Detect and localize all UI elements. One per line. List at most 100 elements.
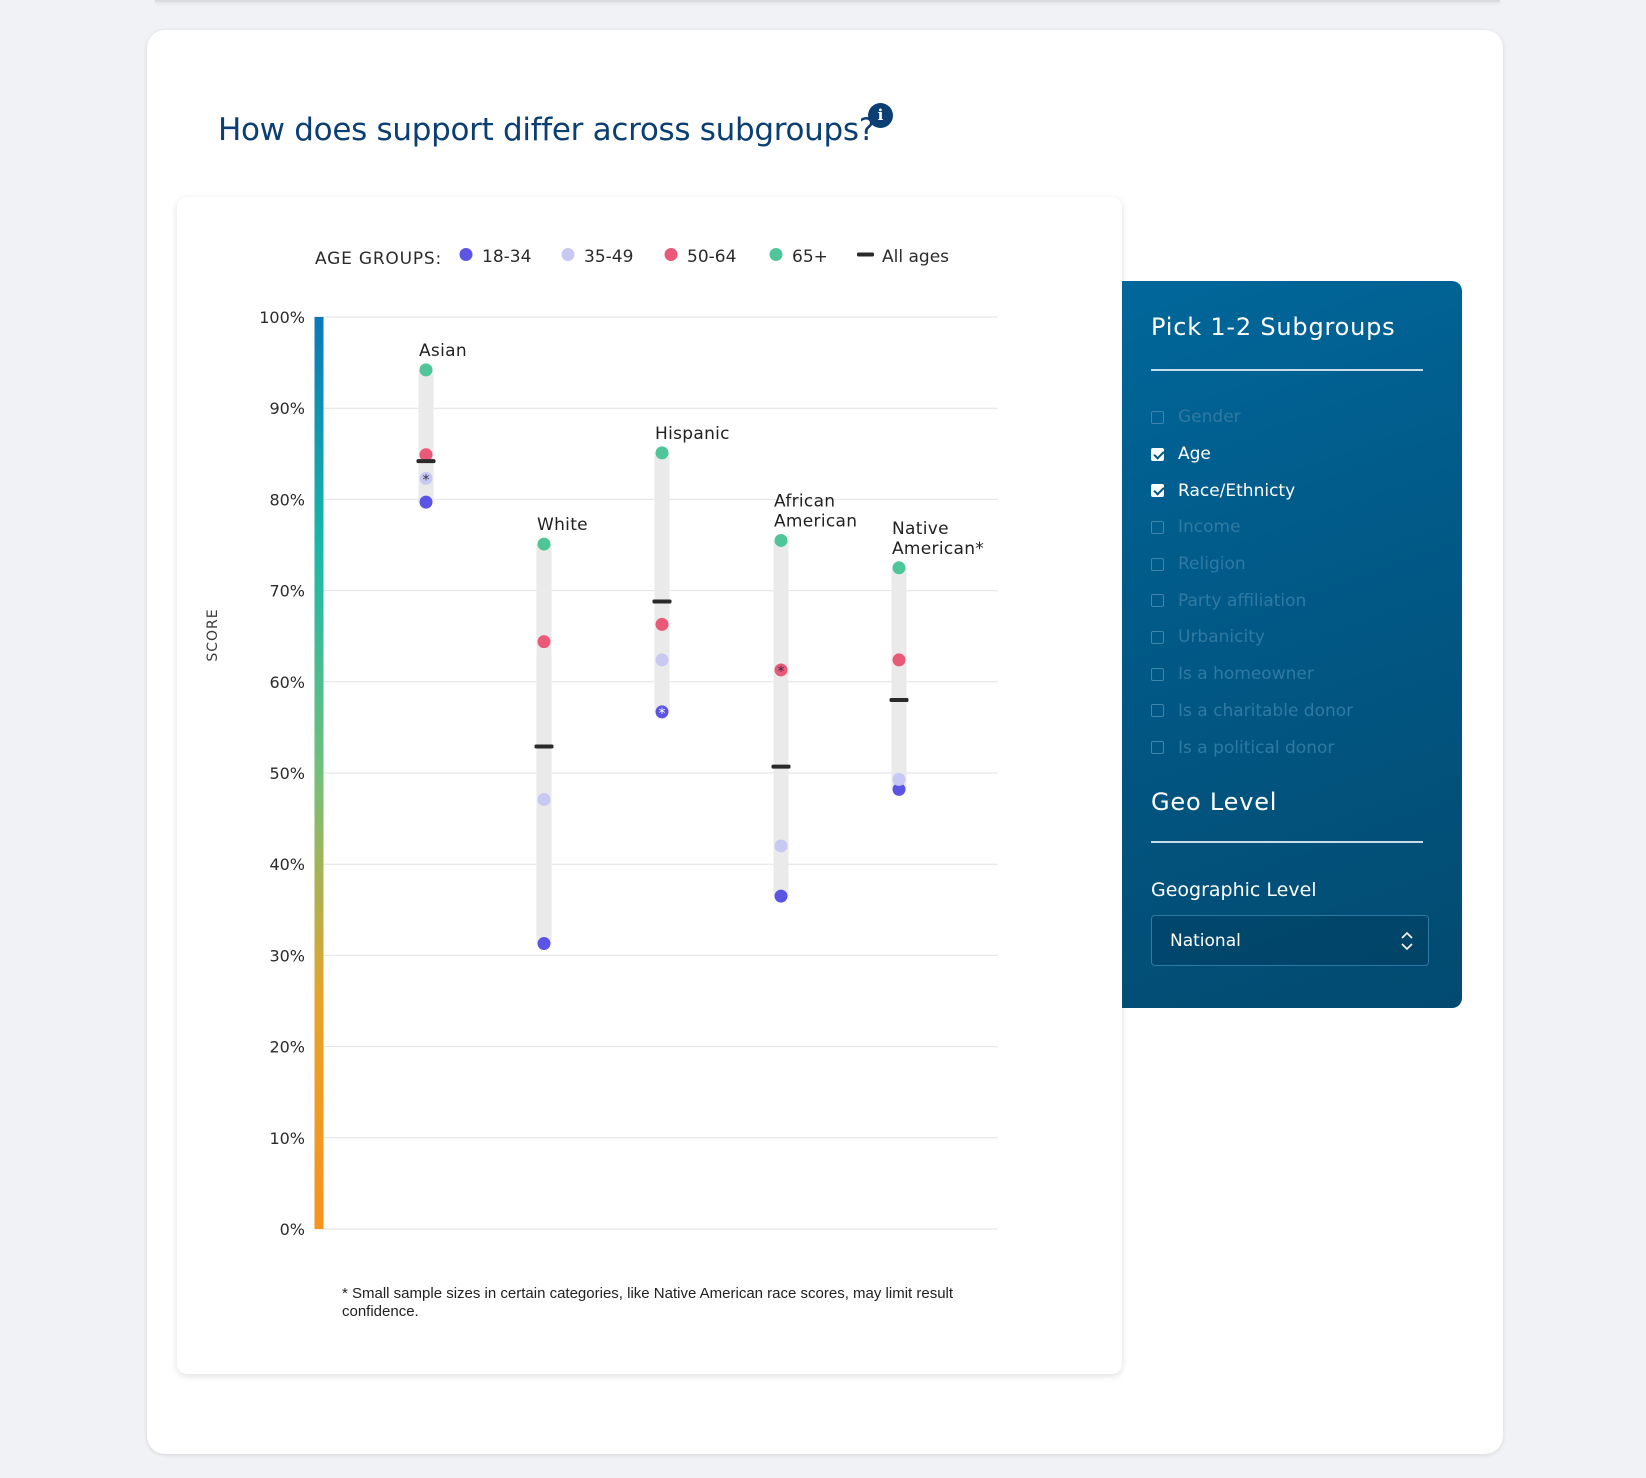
- checkbox-unchecked-icon[interactable]: [1151, 594, 1164, 608]
- subgroup-label: Is a political donor: [1178, 737, 1335, 758]
- legend-item-50-64: 50-64: [664, 247, 736, 267]
- geographic-level-value: National: [1170, 931, 1241, 951]
- checkbox-unchecked-icon[interactable]: [1151, 741, 1164, 755]
- subgroup-option-age[interactable]: Age: [1151, 436, 1441, 473]
- point-65: [892, 561, 906, 575]
- subgroup-option-gender[interactable]: Gender: [1151, 399, 1441, 436]
- group-label-line: Native: [892, 519, 949, 539]
- checkbox-unchecked-icon[interactable]: [1151, 667, 1164, 681]
- checkbox-unchecked-icon[interactable]: [1151, 704, 1164, 718]
- point-50-64: [655, 617, 669, 631]
- subgroup-option-is-a-political-donor[interactable]: Is a political donor: [1151, 729, 1441, 766]
- subgroup-label: Race/Ethnicty: [1178, 480, 1296, 501]
- group-label: Hispanic: [655, 424, 730, 444]
- point-18-34: [655, 705, 669, 719]
- subgroup-option-race-ethnicty[interactable]: Race/Ethnicty: [1151, 472, 1441, 509]
- group-asian: Asian *: [416, 341, 467, 509]
- subgroup-option-is-a-homeowner[interactable]: Is a homeowner: [1151, 656, 1441, 693]
- checkbox-unchecked-icon[interactable]: [1151, 557, 1164, 571]
- legend-marker: [664, 248, 678, 261]
- legend-marker: [459, 248, 473, 261]
- chevron-up-down-icon: [1401, 931, 1413, 951]
- subgroup-label: Age: [1178, 444, 1211, 465]
- legend-label: 35-49: [584, 247, 633, 267]
- subgroup-option-is-a-charitable-donor[interactable]: Is a charitable donor: [1151, 693, 1441, 730]
- point-18-34: [537, 937, 551, 951]
- legend-label: All ages: [882, 247, 949, 267]
- asterisk-marker: *: [423, 472, 430, 488]
- subgroup-label: Gender: [1178, 407, 1241, 428]
- group-label-line: African: [774, 491, 835, 511]
- chart-card: 100% 90% 80% 70% 60% 50% 40% 30% 20% 10% 0% AGE GR…: [177, 197, 1122, 1374]
- point-65: [655, 446, 669, 460]
- group-label: African American: [774, 491, 857, 531]
- legend-title: AGE GROUPS:: [315, 249, 442, 269]
- subgroup-label: Party affiliation: [1178, 590, 1307, 611]
- range-bar: [418, 369, 434, 503]
- legend-label: 18-34: [482, 247, 531, 267]
- top-card-edge: [155, 0, 1500, 2]
- filter-panel: Pick 1-2 Subgroups Gender Age Race/Ethnict…: [1122, 281, 1462, 1008]
- legend-marker: [857, 252, 874, 257]
- legend-label: 65+: [792, 247, 828, 267]
- point-35-49: [419, 471, 433, 485]
- y-tick-label: 60%: [269, 673, 305, 692]
- asterisk-marker: *: [778, 664, 785, 680]
- range-bar: [654, 452, 670, 712]
- asterisk-marker: *: [659, 706, 666, 722]
- group-label-line: Hispanic: [655, 424, 730, 444]
- geo-level-divider: [1151, 841, 1423, 843]
- group-label-line: White: [537, 515, 588, 535]
- legend-item-all-ages: All ages: [857, 247, 949, 267]
- subgroups-divider: [1151, 369, 1423, 371]
- group-white: White: [534, 515, 588, 951]
- group-label: White: [537, 515, 588, 535]
- checkbox-unchecked-icon[interactable]: [1151, 630, 1164, 644]
- group-label: Asian: [419, 341, 467, 361]
- point-65: [774, 533, 788, 547]
- point-65: [419, 363, 433, 377]
- geographic-level-select[interactable]: National: [1151, 915, 1429, 966]
- y-tick-label: 90%: [269, 399, 305, 418]
- subgroup-option-urbanicity[interactable]: Urbanicity: [1151, 619, 1441, 656]
- y-tick-label: 30%: [269, 946, 305, 965]
- group-label-line: Asian: [419, 341, 467, 361]
- checkbox-checked-icon[interactable]: [1151, 484, 1164, 498]
- group-label-line: American*: [892, 539, 984, 559]
- legend-item-18-34: 18-34: [459, 247, 531, 267]
- legend-item-65: 65+: [769, 247, 828, 267]
- point-50-64: [419, 448, 433, 462]
- group-african-american: African American *: [771, 491, 857, 903]
- point-18-34: [892, 782, 906, 796]
- subgroup-option-religion[interactable]: Religion: [1151, 546, 1441, 583]
- subgroup-option-income[interactable]: Income: [1151, 509, 1441, 546]
- all-ages-marker: [889, 698, 909, 703]
- subgroup-option-party-affiliation[interactable]: Party affiliation: [1151, 582, 1441, 619]
- range-bar: [773, 540, 789, 897]
- checkbox-unchecked-icon[interactable]: [1151, 520, 1164, 534]
- point-35-49: [774, 839, 788, 853]
- group-label: Native American*: [892, 519, 984, 559]
- chart-footnote: * Small sample sizes in certain categori…: [342, 1285, 954, 1320]
- all-ages-marker: [771, 764, 791, 769]
- y-tick-label: 80%: [269, 490, 305, 509]
- y-tick-label: 0%: [280, 1220, 305, 1239]
- point-35-49: [537, 792, 551, 806]
- legend-label: 50-64: [687, 247, 736, 267]
- subgroup-list: Gender Age Race/Ethnicty Income Religion Part…: [1151, 399, 1441, 766]
- subgroups-title: Pick 1-2 Subgroups: [1151, 313, 1396, 341]
- group-native-american: Native American*: [889, 519, 984, 796]
- geographic-level-label: Geographic Level: [1151, 879, 1317, 901]
- checkbox-unchecked-icon[interactable]: [1151, 410, 1164, 424]
- y-axis-label: SCORE: [205, 608, 221, 661]
- point-50-64: [537, 635, 551, 649]
- geo-level-title: Geo Level: [1151, 788, 1278, 816]
- legend-item-35-49: 35-49: [561, 247, 633, 267]
- point-50-64: [774, 663, 788, 677]
- subgroup-label: Income: [1178, 517, 1241, 538]
- checkbox-checked-icon[interactable]: [1151, 447, 1164, 461]
- point-18-34: [419, 495, 433, 509]
- info-icon[interactable]: i: [868, 103, 893, 128]
- page-title: How does support differ across subgroups…: [218, 112, 875, 148]
- range-bar: [891, 567, 907, 790]
